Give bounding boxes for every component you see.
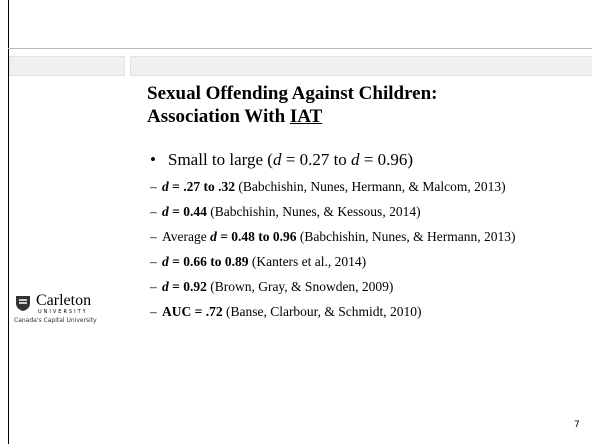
text: d [162, 204, 169, 219]
sub-bullet: – Average d = 0.48 to 0.96 (Babchishin, N… [150, 228, 570, 245]
header-bar [130, 56, 592, 76]
marker: – [150, 179, 157, 194]
sub-bullet: – d = 0.44 (Babchishin, Nunes, & Kessous,… [150, 203, 570, 220]
text: (Babchishin, Nunes, & Hermann, 2013) [296, 229, 516, 244]
text: d [210, 229, 217, 244]
title-line: Association With IAT [147, 105, 438, 128]
text: d [162, 254, 169, 269]
marker: – [150, 254, 157, 269]
logo-sub: UNIVERSITY [38, 309, 88, 315]
text: = 0.66 to 0.89 [168, 254, 249, 269]
sub-bullets: – d = .27 to .32 (Babchishin, Nunes, Herm… [150, 178, 570, 328]
text: = 0.27 to [281, 150, 352, 169]
text: (Banse, Clarbour, & Schmidt, 2010) [222, 304, 422, 319]
text: (Babchishin, Nunes, & Kessous, 2014) [206, 204, 421, 219]
title-text: Association With [147, 106, 290, 127]
text: (Brown, Gray, & Snowden, 2009) [206, 279, 394, 294]
logo-crest [16, 296, 30, 311]
logo: Carleton UNIVERSITY Canada's Capital Uni… [14, 293, 126, 325]
marker: – [150, 229, 157, 244]
sub-bullet: – d = 0.92 (Brown, Gray, & Snowden, 2009) [150, 278, 570, 295]
text: d [162, 279, 169, 294]
text: AUC = .72 [162, 304, 223, 319]
marker: – [150, 204, 157, 219]
text: d [272, 150, 282, 169]
title-text: IAT [289, 106, 323, 127]
text: (Babchishin, Nunes, Hermann, & Malcom, 2… [234, 179, 506, 194]
text: Small to large ( [168, 150, 273, 169]
text: d [162, 179, 169, 194]
text: = 0.44 [168, 204, 207, 219]
sub-bullet: – d = .27 to .32 (Babchishin, Nunes, Herm… [150, 178, 570, 195]
title: Sexual Offending Against Children: Assoc… [147, 82, 438, 128]
sub-bullet: – AUC = .72 (Banse, Clarbour, & Schmidt, … [150, 303, 570, 320]
page-number: 7 [574, 420, 580, 430]
text: = 0.48 to 0.96 [216, 229, 297, 244]
text: Average [162, 229, 211, 244]
text: = .27 to .32 [168, 179, 235, 194]
frame-line [8, 0, 9, 444]
shield-detail [19, 299, 27, 304]
separator [8, 48, 592, 49]
marker: – [150, 304, 157, 319]
marker: – [150, 279, 157, 294]
text: = 0.96) [359, 150, 414, 169]
marker: • [150, 150, 156, 169]
text: d [351, 150, 360, 169]
logo-tagline: Canada's Capital University [14, 317, 97, 324]
text: (Kanters et al., 2014) [248, 254, 367, 269]
bullet: • Small to large (d = 0.27 to d = 0.96) [150, 150, 413, 170]
title-line: Sexual Offending Against Children: [147, 83, 438, 104]
text: = 0.92 [168, 279, 207, 294]
header-bar [9, 56, 125, 76]
sub-bullet: – d = 0.66 to 0.89 (Kanters et al., 2014) [150, 253, 570, 270]
logo-name: Carleton [36, 292, 92, 309]
